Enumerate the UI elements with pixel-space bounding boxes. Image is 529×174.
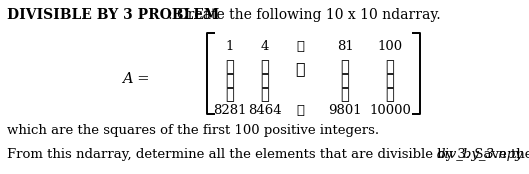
Text: : Create the following 10 x 10 ndarray.: : Create the following 10 x 10 ndarray.	[168, 8, 441, 22]
Text: From this ndarray, determine all the elements that are divisible by 3. Save the : From this ndarray, determine all the ele…	[7, 148, 529, 161]
Text: 8281: 8281	[213, 104, 247, 117]
Text: A =: A =	[123, 72, 150, 86]
Text: ⋮: ⋮	[226, 74, 234, 88]
Text: ⋮: ⋮	[386, 88, 395, 102]
Text: ⋯: ⋯	[296, 104, 304, 117]
Text: ⋮: ⋮	[341, 74, 349, 88]
Text: ⋮: ⋮	[386, 74, 395, 88]
Text: 4: 4	[261, 40, 269, 53]
Text: which are the squares of the first 100 positive integers.: which are the squares of the first 100 p…	[7, 124, 379, 137]
Text: ⋱: ⋱	[295, 60, 305, 77]
Text: 10000: 10000	[369, 104, 411, 117]
Text: ⋮: ⋮	[341, 60, 349, 74]
Text: ⋮: ⋮	[226, 88, 234, 102]
Text: 81: 81	[336, 40, 353, 53]
Text: DIVISIBLE BY 3 PROBLEM: DIVISIBLE BY 3 PROBLEM	[7, 8, 219, 22]
Text: ⋮: ⋮	[226, 60, 234, 74]
Text: 8464: 8464	[248, 104, 282, 117]
Text: 100: 100	[377, 40, 403, 53]
Text: ⋯: ⋯	[296, 40, 304, 53]
Text: 9801: 9801	[328, 104, 362, 117]
Text: div_by_3.npy: div_by_3.npy	[437, 148, 524, 161]
Text: ⋮: ⋮	[341, 88, 349, 102]
Text: ⋮: ⋮	[261, 88, 269, 102]
Text: ⋮: ⋮	[386, 60, 395, 74]
Text: 1: 1	[226, 40, 234, 53]
Text: ⋮: ⋮	[261, 60, 269, 74]
Text: ⋮: ⋮	[261, 74, 269, 88]
